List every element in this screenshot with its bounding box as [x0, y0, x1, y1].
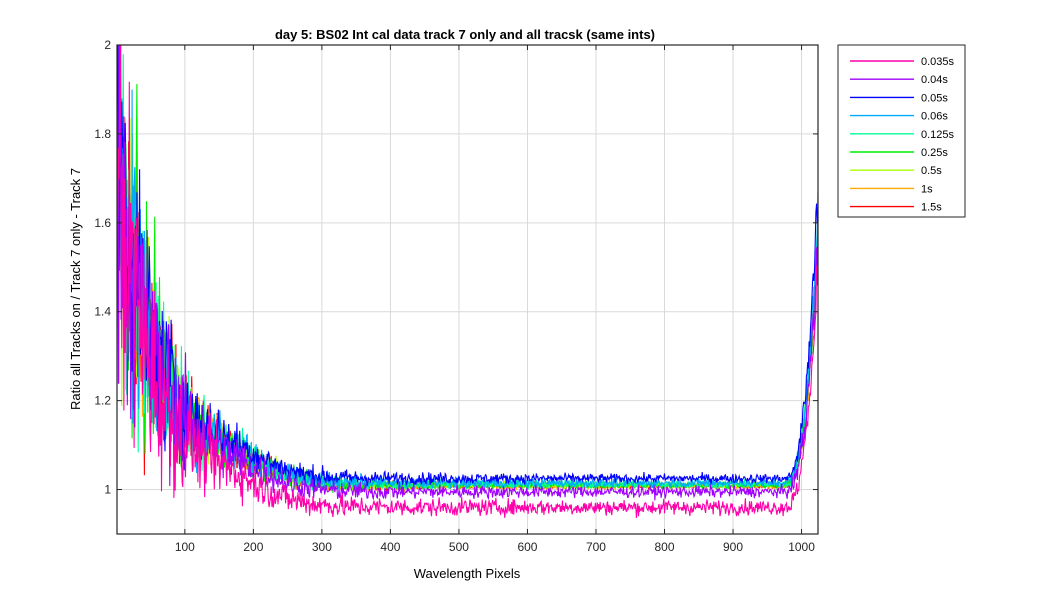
- legend-label: 0.5s: [921, 165, 942, 177]
- legend-label: 0.04s: [921, 74, 948, 86]
- x-tick-label: 800: [654, 540, 674, 554]
- series-line: [117, 45, 818, 501]
- y-tick-label: 2: [104, 38, 111, 52]
- y-tick-label: 1.2: [94, 394, 111, 408]
- chart-title: day 5: BS02 Int cal data track 7 only an…: [275, 27, 655, 42]
- x-tick-label: 100: [175, 540, 195, 554]
- y-tick-label: 1.6: [94, 216, 111, 230]
- legend-label: 0.035s: [921, 56, 955, 68]
- series-line: [117, 45, 818, 488]
- series-line: [117, 45, 818, 518]
- legend-label: 0.125s: [921, 129, 955, 141]
- x-axis-label: Wavelength Pixels: [414, 566, 521, 581]
- x-tick-label: 400: [380, 540, 400, 554]
- y-tick-label: 1.4: [94, 305, 111, 319]
- x-tick-label: 600: [517, 540, 537, 554]
- legend-label: 0.05s: [921, 92, 948, 104]
- y-axis-label: Ratio all Tracks on / Track 7 only - Tra…: [68, 168, 83, 410]
- y-tick-label: 1.8: [94, 127, 111, 141]
- x-tick-label: 500: [449, 540, 469, 554]
- legend-label: 0.25s: [921, 147, 948, 159]
- ticks: 100 200 300 400 500 600 700 800 900 1000 1 1.2 1.4 1.…: [94, 38, 818, 554]
- legend-label: 0.06s: [921, 111, 948, 123]
- x-tick-label: 300: [312, 540, 332, 554]
- plot-area: 100 200 300 400 500 600 700 800 900 1000 1 1.2 1.4 1.…: [94, 38, 819, 554]
- x-tick-label: 900: [723, 540, 743, 554]
- y-tick-label: 1: [104, 483, 111, 497]
- x-tick-label: 1000: [788, 540, 815, 554]
- series-layer: [117, 45, 818, 518]
- legend-items: 0.035s 0.04s 0.05s 0.06s 0.125s 0.25s 0.5s 1s 1.…: [850, 56, 955, 214]
- plot-frame: [116, 44, 819, 535]
- x-tick-label: 700: [586, 540, 606, 554]
- legend: 0.035s 0.04s 0.05s 0.06s 0.125s 0.25s 0.5s 1s 1.…: [837, 44, 966, 218]
- x-tick-label: 200: [243, 540, 263, 554]
- legend-label: 1s: [921, 183, 933, 195]
- legend-label: 1.5s: [921, 202, 942, 214]
